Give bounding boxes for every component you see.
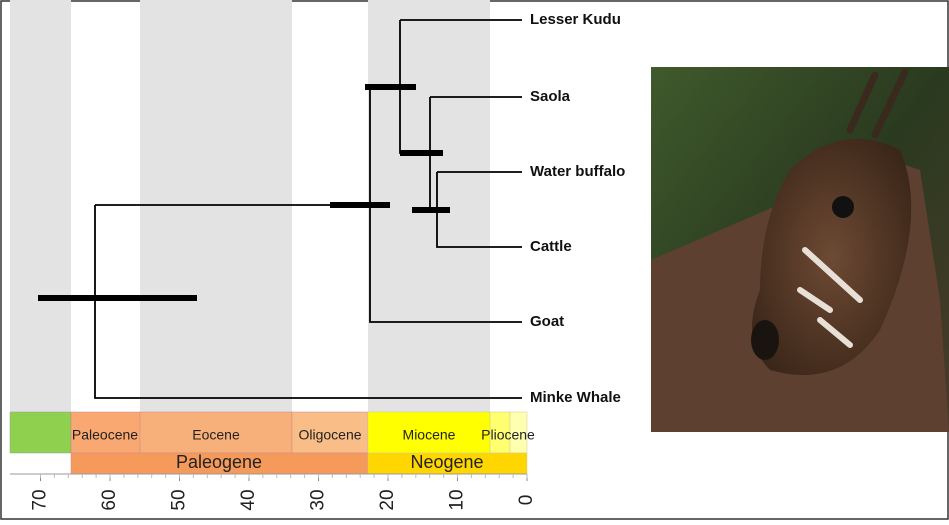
saola-photo — [651, 67, 949, 432]
tick-label: 40 — [238, 489, 259, 510]
epoch-label: Eocene — [192, 427, 240, 443]
tick-label: 30 — [308, 489, 329, 510]
period-label: Neogene — [410, 452, 483, 472]
taxon-label: Lesser Kudu — [530, 11, 621, 28]
tick-label: 70 — [30, 489, 51, 510]
epoch-label: Miocene — [403, 427, 456, 443]
photo-eye — [832, 196, 854, 218]
taxon-label: Water buffalo — [530, 163, 625, 180]
band — [140, 0, 292, 412]
photo-nose — [751, 320, 779, 360]
epoch-label: Pliocene — [481, 427, 535, 443]
tick-label: 50 — [169, 489, 190, 510]
epoch-label: Paleocene — [72, 427, 138, 443]
epoch-label: Oligocene — [298, 427, 361, 443]
taxon-label: Cattle — [530, 238, 572, 255]
phylogeny-figure: Lesser Kudu Saola Water buffalo Cattle Goat M… — [0, 0, 949, 520]
tick-label: 60 — [99, 489, 120, 510]
taxon-label: Goat — [530, 313, 564, 330]
tick-label: 10 — [447, 489, 468, 510]
tick-label: 0 — [516, 495, 537, 506]
taxon-label: Minke Whale — [530, 389, 621, 406]
tick-label: 20 — [377, 489, 398, 510]
period-label: Paleogene — [176, 452, 262, 472]
taxon-label: Saola — [530, 88, 571, 105]
epoch-box — [10, 412, 71, 453]
band — [10, 0, 71, 412]
